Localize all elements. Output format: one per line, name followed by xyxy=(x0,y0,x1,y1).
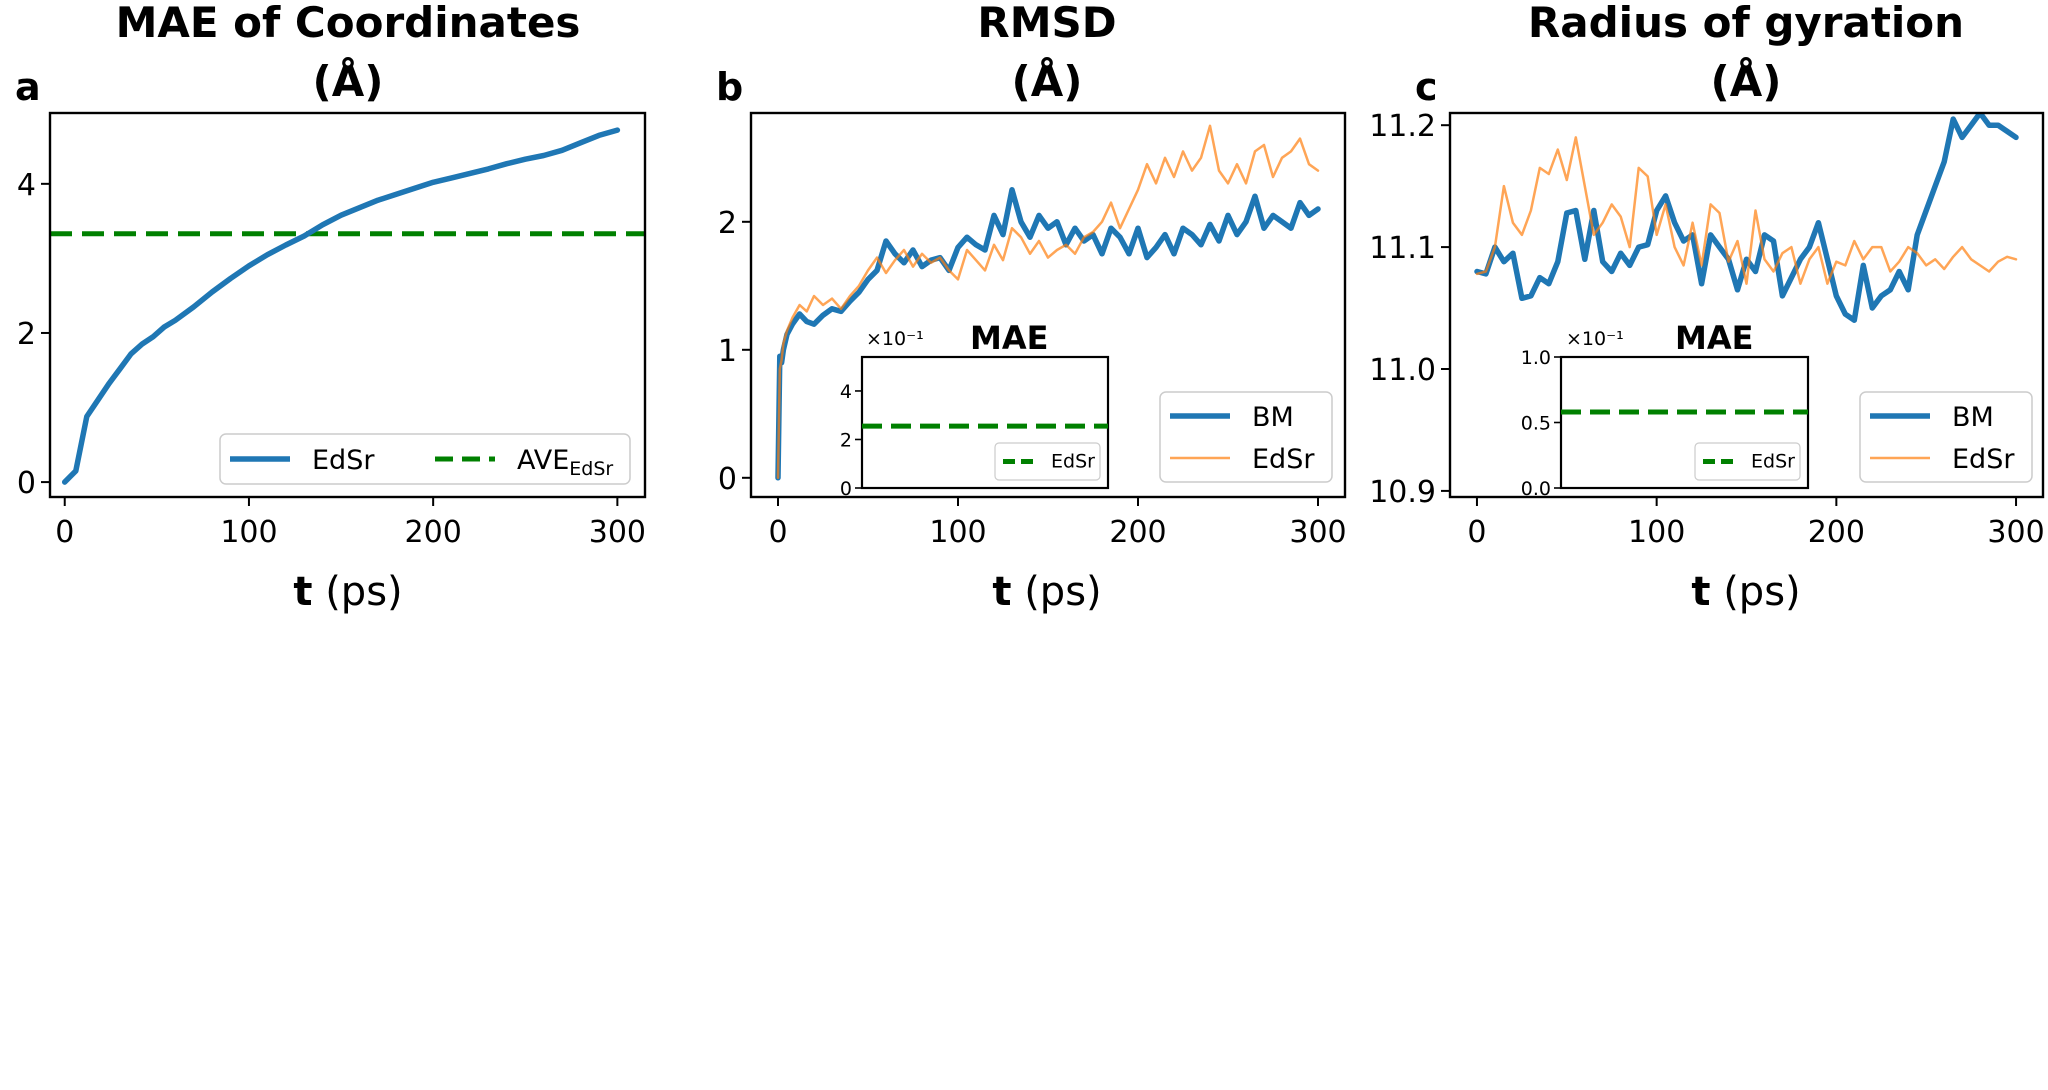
chart-title-line1: RMSD xyxy=(977,0,1116,47)
inset-y-tick-label: 2 xyxy=(840,429,852,451)
panel-label: a xyxy=(15,65,41,109)
x-tick-label: 100 xyxy=(220,515,277,550)
inset-chart: 0.0 0.5 1.0 ×10⁻¹ MAE EdSr xyxy=(1521,319,1810,500)
axes-frame xyxy=(749,111,1347,499)
panel-label: b xyxy=(716,65,743,109)
x-axis-label: t (ps) xyxy=(1691,569,1800,615)
chart-title-line1: MAE of Coordinates xyxy=(116,0,581,47)
inset-scale-label: ×10⁻¹ xyxy=(866,328,924,350)
axes-frame xyxy=(1448,111,2045,499)
x-tick-label: 100 xyxy=(1628,515,1685,550)
inset-legend-label: EdSr xyxy=(1051,451,1095,473)
inset-y-tick-label: 0.0 xyxy=(1521,478,1551,500)
legend-label: BM xyxy=(1952,402,1994,433)
x-axis-label: t (ps) xyxy=(293,569,402,615)
y-tick-label: 11.0 xyxy=(1369,353,1436,388)
y-tick-label: 4 xyxy=(17,168,36,203)
chart-title-line2: (Å) xyxy=(313,56,384,106)
x-tick-label: 200 xyxy=(1808,515,1865,550)
chart-title-line1: Radius of gyration xyxy=(1528,0,1964,47)
inset-y-tick-label: 0 xyxy=(840,478,852,500)
x-tick-label: 200 xyxy=(405,515,462,550)
inset-title: MAE xyxy=(1675,319,1753,357)
inset-legend xyxy=(994,442,1101,481)
legend-label: EdSr xyxy=(1252,444,1315,475)
y-tick-label: 0 xyxy=(718,462,737,497)
panel-label: c xyxy=(1415,65,1438,109)
y-tick-label: 2 xyxy=(17,317,36,352)
x-tick-label: 0 xyxy=(1467,515,1486,550)
y-tick-label: 1 xyxy=(718,334,737,369)
legend: BM EdSr xyxy=(1859,391,2033,483)
inset-legend xyxy=(1694,442,1801,481)
series-group xyxy=(1474,113,2019,323)
inset-title: MAE xyxy=(970,319,1048,357)
x-tick-label: 300 xyxy=(589,515,646,550)
series-group xyxy=(50,127,645,485)
chart-title-line2: (Å) xyxy=(1711,56,1782,106)
legend-label: EdSr xyxy=(1952,444,2015,475)
inset-y-tick-label: 0.5 xyxy=(1521,413,1551,435)
x-tick-label: 200 xyxy=(1109,515,1166,550)
axes-frame xyxy=(48,111,647,499)
x-tick-label: 0 xyxy=(55,515,74,550)
y-tick-label: 2 xyxy=(718,206,737,241)
y-tick-label: 10.9 xyxy=(1369,475,1436,510)
x-tick-label: 100 xyxy=(929,515,986,550)
chart-title-line2: (Å) xyxy=(1012,56,1083,106)
chart-panel-c: Radius of gyration (Å) c 0 100 200 300 10.9 11.0… xyxy=(1369,0,2044,615)
inset-chart: 0 2 4 ×10⁻¹ MAE EdSr xyxy=(840,319,1110,500)
legend: EdSr AVEEdSr xyxy=(219,433,631,485)
series-line-edsr xyxy=(776,124,1320,480)
legend-label: EdSr xyxy=(312,445,375,476)
y-tick-label: 0 xyxy=(17,466,36,501)
inset-legend-label: EdSr xyxy=(1751,451,1795,473)
x-tick-label: 300 xyxy=(1987,515,2044,550)
legend-label-average: AVEEdSr xyxy=(517,445,613,480)
series-line-bm xyxy=(1474,113,2019,323)
inset-y-tick-label: 1.0 xyxy=(1521,347,1551,369)
inset-scale-label: ×10⁻¹ xyxy=(1566,328,1624,350)
x-tick-label: 300 xyxy=(1289,515,1346,550)
legend-label: BM xyxy=(1252,402,1294,433)
x-axis-label: t (ps) xyxy=(992,569,1101,615)
legend: BM EdSr xyxy=(1159,391,1333,483)
series-group xyxy=(775,124,1321,481)
x-tick-label: 0 xyxy=(768,515,787,550)
chart-panel-a: MAE of Coordinates (Å) a 0 100 200 300 0 2 4 t (ps… xyxy=(15,0,647,615)
series-line-bm xyxy=(775,187,1321,481)
chart-panel-b: RMSD (Å) b 0 100 200 300 0 1 2 t (ps) BM EdSr 0 2 4 ×10⁻… xyxy=(716,0,1347,615)
series-line-edsr xyxy=(61,127,621,485)
y-tick-label: 11.2 xyxy=(1369,109,1436,144)
y-tick-label: 11.1 xyxy=(1369,231,1436,266)
series-line-edsr xyxy=(1475,136,2018,285)
inset-y-tick-label: 4 xyxy=(840,381,852,403)
